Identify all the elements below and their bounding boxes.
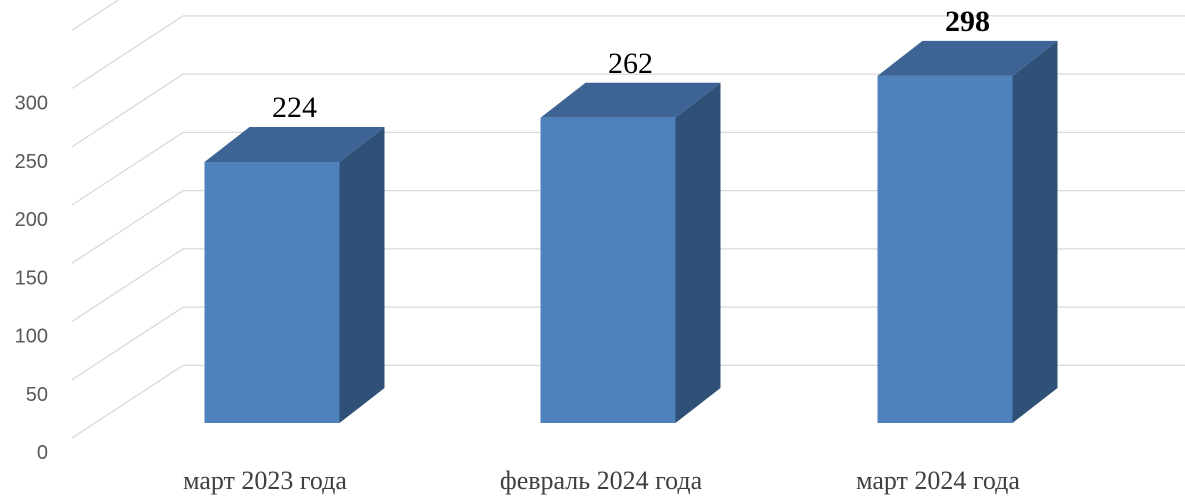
bar-1 bbox=[540, 117, 676, 424]
bar-top-1 bbox=[540, 82, 721, 118]
bar-2 bbox=[877, 75, 1013, 423]
x-tick-label-2: март 2024 года bbox=[856, 466, 1020, 495]
x-tick-label-1: февраль 2024 года bbox=[500, 466, 703, 495]
y-tick-label-150: 150 bbox=[15, 267, 48, 289]
data-label-1: 262 bbox=[608, 47, 653, 80]
y-tick-label-100: 100 bbox=[15, 326, 48, 348]
y-tick-label-200: 200 bbox=[15, 209, 48, 231]
gridline-side-100 bbox=[71, 248, 184, 323]
bar-side-2 bbox=[1012, 40, 1058, 423]
bar-0 bbox=[204, 162, 340, 424]
data-label-2: 298 bbox=[945, 5, 990, 38]
x-tick-label-0: март 2023 года bbox=[183, 466, 347, 495]
bar-top-2 bbox=[877, 40, 1058, 76]
gridline-side-250 bbox=[71, 73, 184, 148]
data-label-0: 224 bbox=[272, 91, 317, 124]
gridline-side-150 bbox=[71, 190, 184, 264]
gridline-side-300 bbox=[71, 15, 184, 90]
bar-side-0 bbox=[339, 127, 385, 423]
bar-top-0 bbox=[204, 127, 385, 163]
gridline-side-50 bbox=[71, 306, 184, 381]
gridline-side-200 bbox=[71, 131, 184, 206]
gridline-side-350 bbox=[71, 0, 120, 31]
y-tick-label-250: 250 bbox=[15, 151, 48, 173]
y-tick-label-50: 50 bbox=[26, 384, 48, 406]
bar-side-1 bbox=[675, 82, 721, 424]
y-tick-label-0: 0 bbox=[37, 442, 48, 464]
y-tick-label-300: 300 bbox=[15, 93, 48, 115]
gridline-side-0 bbox=[71, 364, 184, 439]
